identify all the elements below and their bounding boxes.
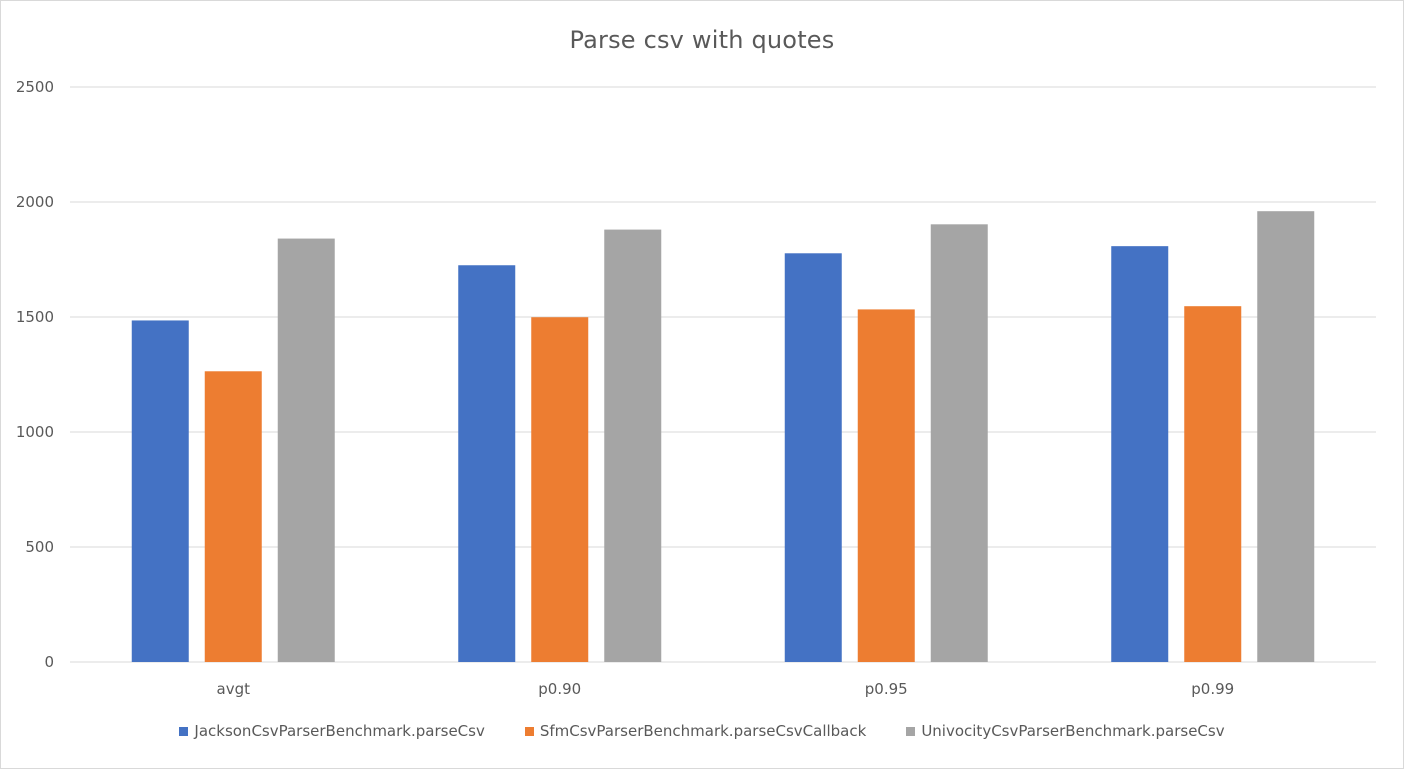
legend-swatch-series-1 xyxy=(524,726,534,736)
bar-p0.99-series-0 xyxy=(1111,246,1169,662)
bar-p0.99-series-1 xyxy=(1184,306,1242,662)
bar-avgt-series-2 xyxy=(277,238,335,662)
bar-avgt-series-1 xyxy=(204,371,262,662)
y-tick-label: 2000 xyxy=(16,193,54,211)
legend-item-series-1: SfmCsvParserBenchmark.parseCsvCallback xyxy=(524,722,867,740)
y-tick-label: 0 xyxy=(44,653,54,671)
bar-avgt-series-0 xyxy=(131,320,189,662)
x-tick-label: avgt xyxy=(217,680,251,698)
bar-p0.90-series-0 xyxy=(458,265,516,662)
bar-p0.99-series-2 xyxy=(1257,211,1315,662)
bar-p0.90-series-1 xyxy=(531,317,589,662)
legend-swatch-series-2 xyxy=(906,726,916,736)
y-tick-label: 500 xyxy=(25,538,54,556)
bar-p0.95-series-1 xyxy=(857,309,915,662)
y-tick-label: 2500 xyxy=(16,78,54,96)
legend-label-series-1: SfmCsvParserBenchmark.parseCsvCallback xyxy=(539,722,867,740)
bar-p0.90-series-2 xyxy=(604,229,662,662)
y-tick-label: 1500 xyxy=(16,308,54,326)
chart-legend: JacksonCsvParserBenchmark.parseCsv SfmCs… xyxy=(0,722,1404,740)
y-tick-label: 1000 xyxy=(16,423,54,441)
x-tick-label: p0.95 xyxy=(865,680,908,698)
chart-title: Parse csv with quotes xyxy=(569,26,835,54)
bar-p0.95-series-0 xyxy=(784,253,842,663)
legend-swatch-series-0 xyxy=(179,726,189,736)
legend-label-series-0: JacksonCsvParserBenchmark.parseCsv xyxy=(194,722,485,740)
x-tick-label: p0.90 xyxy=(538,680,581,698)
x-tick-label: p0.99 xyxy=(1191,680,1234,698)
bar-p0.95-series-2 xyxy=(930,224,988,662)
legend-item-series-0: JacksonCsvParserBenchmark.parseCsv xyxy=(179,722,485,740)
legend-item-series-2: UnivocityCsvParserBenchmark.parseCsv xyxy=(906,722,1225,740)
legend-label-series-2: UnivocityCsvParserBenchmark.parseCsv xyxy=(921,722,1225,740)
